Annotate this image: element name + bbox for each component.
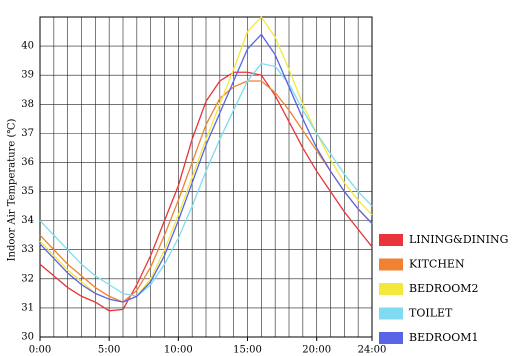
legend-swatch [379,283,403,295]
y-tick-label: 31 [21,302,34,313]
y-axis-label: Indoor Air Temperature (℃) [7,118,18,261]
y-tick-label: 33 [21,244,34,255]
x-tick-label: 10:00 [164,345,193,356]
legend-label: KITCHEN [409,258,465,271]
legend-swatch [379,234,403,246]
y-tick-label: 39 [21,70,34,81]
y-tick-label: 40 [21,41,34,52]
y-tick-label: 38 [21,99,34,110]
line-series [39,62,373,297]
legend-label: BEDROOM2 [409,282,479,295]
line-series [39,33,373,303]
y-tick-label: 37 [21,128,34,139]
x-tick-label: 24:00 [358,345,387,356]
plot-frame [39,16,373,338]
legend-swatch [379,332,403,344]
x-tick-label: 15:00 [233,345,262,356]
x-tick-label: 5:00 [98,345,120,356]
x-tick-label: 0:00 [29,345,51,356]
x-tick-label: 20:00 [302,345,331,356]
line-series [39,71,373,312]
y-tick-label: 34 [21,215,34,226]
y-tick-label: 36 [21,157,34,168]
legend-swatch [379,307,403,320]
legend-label: BEDROOM1 [409,331,479,344]
y-tick-label: 30 [21,332,34,343]
y-tick-label: 35 [21,186,34,197]
legend-label: LINING&DINING [409,233,508,246]
line-series [39,80,373,303]
legend-label: TOILET [409,307,453,320]
y-tick-label: 32 [21,273,34,284]
legend-swatch [379,258,403,271]
legend: LINING&DINING KITCHEN BEDROOM2 TOILET BEDROO… [379,233,508,344]
